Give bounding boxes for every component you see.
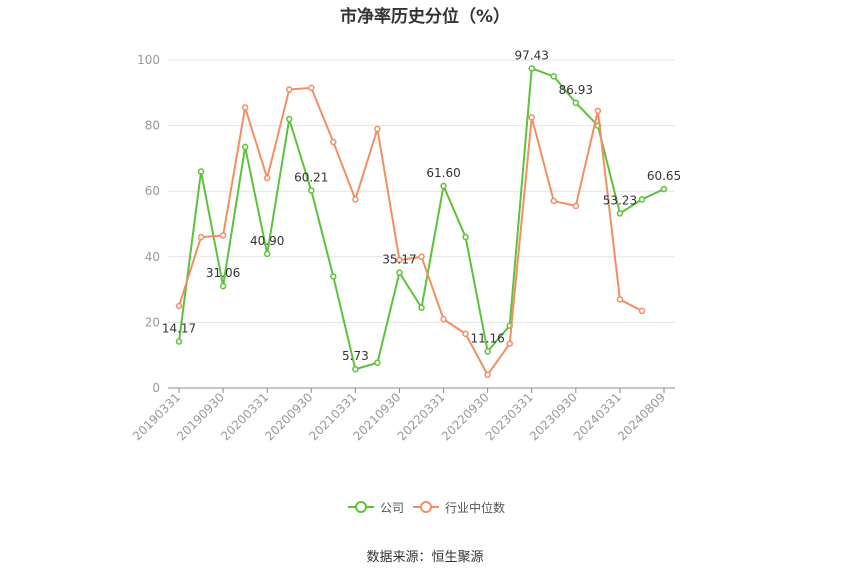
series-lines xyxy=(175,65,668,379)
data-point xyxy=(374,125,381,133)
data-label: 11.16 xyxy=(470,331,504,345)
data-point xyxy=(572,99,580,107)
y-tick-label: 0 xyxy=(152,381,160,395)
data-point xyxy=(462,330,469,338)
data-point xyxy=(374,359,381,366)
data-point xyxy=(440,315,447,323)
legend-label: 行业中位数 xyxy=(445,500,506,515)
series-line xyxy=(178,67,665,371)
data-point xyxy=(241,143,249,151)
legend-marker-icon xyxy=(413,500,439,514)
data-point xyxy=(616,210,624,217)
data-point xyxy=(594,107,602,115)
data-label: 40.90 xyxy=(250,234,284,248)
data-point xyxy=(616,296,624,303)
data-point xyxy=(308,187,315,194)
legend-item-company[interactable]: 公司 xyxy=(348,497,404,517)
source-note: 数据来源：恒生聚源 xyxy=(366,550,484,565)
x-tick-label: 20240809 xyxy=(615,390,668,443)
data-point xyxy=(440,182,447,190)
data-label: 61.60 xyxy=(426,166,460,180)
data-point xyxy=(241,104,249,111)
data-point xyxy=(219,282,227,290)
data-point xyxy=(285,115,293,123)
data-point xyxy=(528,114,535,121)
data-point xyxy=(197,168,205,175)
data-label: 60.65 xyxy=(647,169,681,183)
data-label: 14.17 xyxy=(162,322,196,336)
data-point xyxy=(352,196,359,203)
data-label: 31.06 xyxy=(206,266,240,280)
data-point xyxy=(462,233,469,241)
legend-label: 公司 xyxy=(380,500,405,515)
data-point xyxy=(263,174,271,182)
data-point xyxy=(352,365,359,373)
data-point xyxy=(638,196,646,203)
data-point xyxy=(418,304,425,311)
data-point xyxy=(285,86,293,93)
axes: 0204060801002019033120190930202003312020… xyxy=(130,53,675,443)
data-point xyxy=(175,338,183,345)
data-label: 97.43 xyxy=(515,48,549,62)
data-point xyxy=(484,348,491,355)
legend-marker-icon xyxy=(348,500,374,514)
data-point xyxy=(396,269,403,276)
data-point xyxy=(572,202,580,210)
y-tick-label: 80 xyxy=(145,119,160,133)
data-point xyxy=(418,253,425,261)
data-label: 35.17 xyxy=(382,253,416,267)
data-point xyxy=(197,233,205,241)
data-point xyxy=(506,340,513,347)
data-point xyxy=(330,273,337,280)
series-line xyxy=(178,86,643,376)
data-label: 60.21 xyxy=(294,171,328,185)
data-point xyxy=(219,232,227,239)
data-point xyxy=(660,185,668,193)
y-tick-label: 60 xyxy=(145,184,160,198)
legend: 公司 行业中位数 xyxy=(0,497,850,517)
data-point xyxy=(550,73,558,80)
chart-title: 市净率历史分位（%） xyxy=(339,7,511,27)
data-point xyxy=(638,307,646,315)
data-point xyxy=(528,65,535,72)
y-tick-label: 100 xyxy=(137,53,160,67)
data-label: 86.93 xyxy=(559,83,593,97)
data-point xyxy=(396,256,403,264)
data-point xyxy=(550,197,558,205)
data-label: 5.73 xyxy=(342,349,369,363)
data-point xyxy=(484,371,491,379)
legend-item-industry-median[interactable]: 行业中位数 xyxy=(413,497,505,517)
data-point xyxy=(263,250,271,258)
data-point xyxy=(308,84,315,92)
y-tick-label: 20 xyxy=(145,315,160,329)
data-labels: 14.17 31.06 40.90 60.21 5.73 35.17 61.60 11.16 9… xyxy=(162,48,681,363)
grid-lines xyxy=(168,59,675,323)
data-point xyxy=(175,302,183,310)
data-label: 53.23 xyxy=(603,193,637,207)
data-point xyxy=(330,138,337,146)
y-tick-label: 40 xyxy=(145,250,160,264)
